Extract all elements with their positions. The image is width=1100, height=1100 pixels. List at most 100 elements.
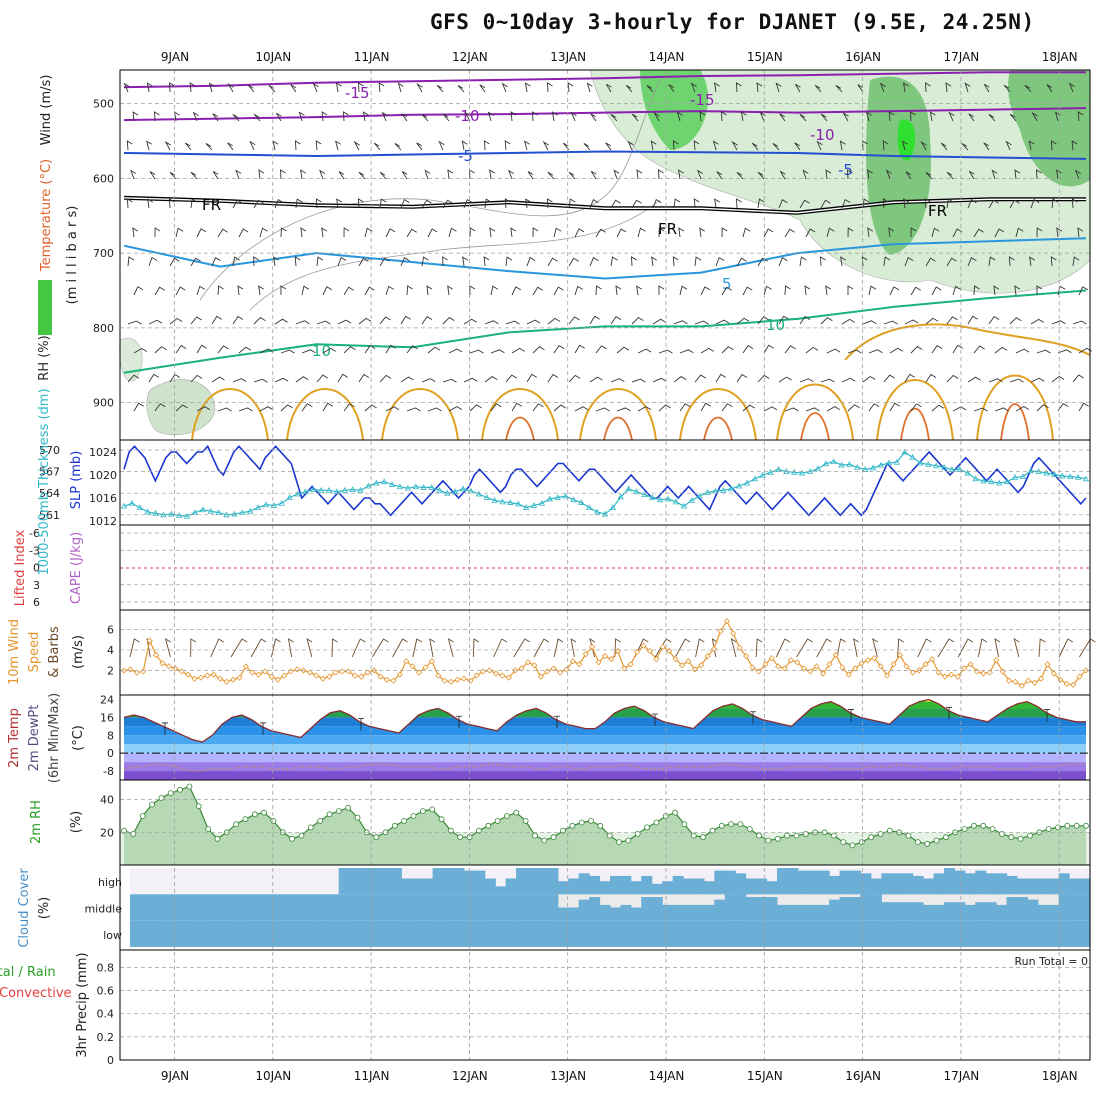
wind-barb [650, 140, 657, 151]
rh-shade-light [119, 337, 143, 382]
wind-barb [490, 285, 499, 296]
wind-barb [940, 142, 948, 151]
wind-barb [694, 320, 709, 325]
wind-barb [616, 407, 631, 412]
cloud-bar [683, 878, 694, 895]
cloud-bar [307, 920, 319, 947]
wind-barb [258, 285, 264, 296]
cloud-bar [432, 868, 444, 895]
cloud-bar [662, 881, 674, 895]
wind-barb [353, 140, 360, 151]
wind-barb [983, 83, 990, 93]
wind-speed-point [242, 663, 249, 670]
wind-barb [524, 82, 531, 93]
wind-barb [127, 320, 142, 325]
cloud-bar [923, 878, 934, 895]
wind-speed-point [941, 673, 948, 680]
cloud-bar [547, 920, 559, 947]
wind-barb [904, 373, 916, 383]
wind-barb [421, 256, 429, 267]
cloud-bar [1069, 920, 1081, 947]
wind-barb [929, 111, 936, 122]
wind-barb [385, 285, 394, 296]
rh-point [121, 827, 127, 834]
temp-band [124, 699, 1086, 709]
date-label-top: 17JAN [944, 50, 980, 64]
wind10m-barb [937, 638, 955, 658]
cloud-bar [192, 894, 204, 921]
cloud-bar [912, 902, 924, 921]
thickness-point [791, 468, 798, 475]
wind-speed-point [306, 669, 314, 676]
wind-barb [1014, 285, 1021, 296]
cloud-bar [411, 894, 423, 921]
rh-shade-light [589, 69, 1091, 294]
cloud-bar [578, 899, 590, 921]
wind-barb [736, 82, 742, 93]
wind10m-barb [210, 638, 225, 658]
wind-barb [235, 169, 242, 180]
thickness-point [751, 475, 758, 482]
cloud-bar [380, 868, 392, 895]
wind-speed-point [948, 671, 955, 678]
cloud-bar [829, 920, 841, 947]
wind-barb [379, 374, 392, 383]
wind-barb [343, 286, 354, 296]
wind-barb [779, 170, 786, 180]
wind-barb [553, 404, 567, 412]
wind-barb [532, 227, 539, 238]
wind-barb [276, 112, 282, 122]
wind-barb [358, 257, 369, 267]
wind-barb [964, 82, 971, 93]
cloud-bar [1017, 878, 1028, 895]
wind-barb [154, 227, 161, 238]
cloud-bar [443, 868, 454, 895]
thickness-point [199, 506, 207, 513]
wind-barb [847, 169, 853, 180]
wind-barb [1072, 256, 1080, 267]
wind10m-barb [331, 638, 338, 658]
wind-barb [381, 111, 388, 122]
cloud-bar [223, 920, 235, 947]
wind-barb [826, 348, 841, 354]
wind-barb [799, 114, 807, 122]
wind-barb [358, 317, 372, 325]
wind-axis-label: Wind (m/s) [39, 75, 54, 146]
minmax-bar [848, 709, 854, 722]
cloud-bar [745, 920, 757, 947]
wind-barb [373, 142, 381, 151]
cloud-bar [1079, 878, 1091, 895]
wind-barb [826, 227, 835, 238]
wind-barb [799, 199, 810, 209]
wind-barb [700, 402, 711, 412]
wind-speed-point [852, 665, 859, 672]
dewpt2m-label: 2m DewPt [27, 705, 42, 772]
wind10m-barbs [129, 638, 1096, 658]
wind-barb [300, 227, 307, 238]
wind-barb [217, 407, 232, 412]
wind-barb [715, 256, 725, 267]
wind-barb [421, 114, 429, 122]
wind-barb [421, 378, 436, 383]
wind-barb [646, 85, 654, 93]
wind-speed-point [999, 668, 1006, 675]
rh-point [195, 803, 202, 810]
thickness-point [996, 479, 1003, 486]
wind-barb [757, 171, 765, 180]
wind-speed-point [332, 669, 339, 676]
wind-speed-point [634, 648, 641, 656]
cloud-bar [933, 904, 945, 921]
cloud-bar [756, 878, 768, 895]
wind-barb [805, 407, 820, 412]
rh-point [532, 832, 538, 839]
date-label-bottom: 11JAN [354, 1069, 390, 1083]
wind-barb [742, 344, 754, 354]
cloud-bar [724, 870, 736, 895]
wind10m-barb [164, 638, 171, 658]
wind10m-label: & Barbs [47, 626, 62, 678]
date-label-top: 10JAN [255, 50, 291, 64]
cloud-bar [620, 875, 632, 895]
wind-barb [759, 111, 766, 122]
cloud-bar [902, 920, 914, 947]
cloud-bar [1079, 920, 1091, 947]
